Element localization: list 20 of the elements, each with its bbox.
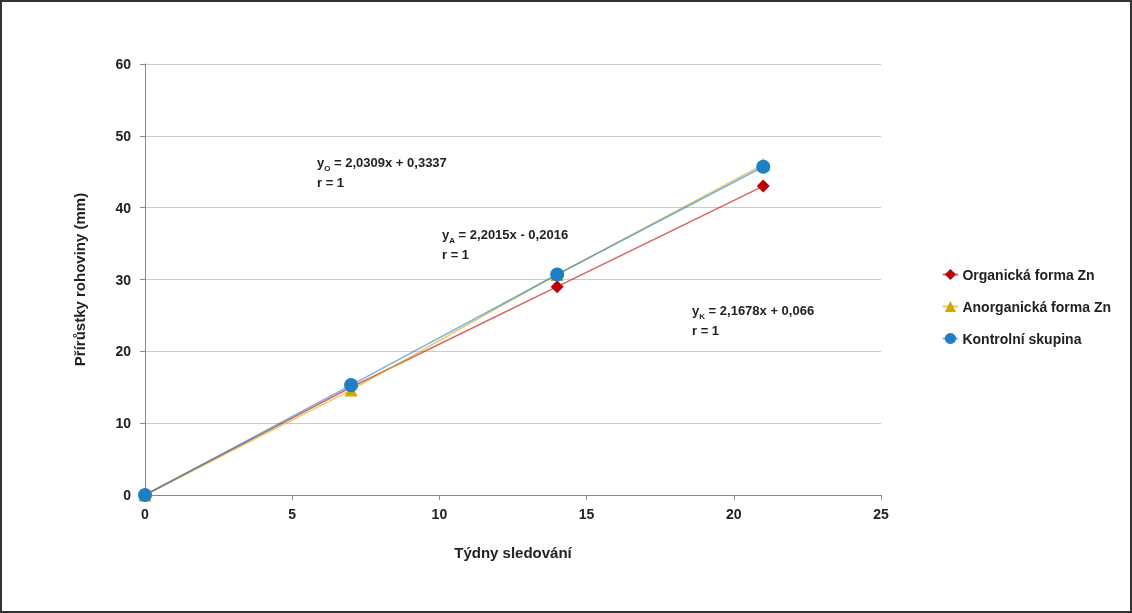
y-tick-label: 30 <box>115 271 132 288</box>
x-tick-label: 10 <box>431 506 448 522</box>
x-tick-label: 5 <box>288 506 297 522</box>
point <box>756 179 770 193</box>
y-tick-label: 60 <box>115 56 132 72</box>
x-tick-label: 20 <box>726 506 742 522</box>
y-tick-label: 20 <box>115 343 132 360</box>
legend-label: Kontrolní skupina <box>962 330 1082 347</box>
x-tick-label: 0 <box>141 506 150 522</box>
y-axis-title: Přírůstky rohoviny (mm) <box>71 192 88 367</box>
x-axis-title: Týdny sledování <box>454 544 573 561</box>
legend-label: Anorganická forma Zn <box>962 298 1112 315</box>
legend-label: Organická forma Zn <box>962 266 1095 283</box>
y-tick-label: 40 <box>115 199 132 216</box>
y-tick-label: 50 <box>115 127 132 144</box>
point <box>550 280 564 294</box>
x-tick-label: 25 <box>873 506 889 522</box>
x-tick-label: 15 <box>578 506 595 522</box>
y-tick-label: 10 <box>115 415 132 432</box>
y-tick-label: 0 <box>123 487 132 503</box>
